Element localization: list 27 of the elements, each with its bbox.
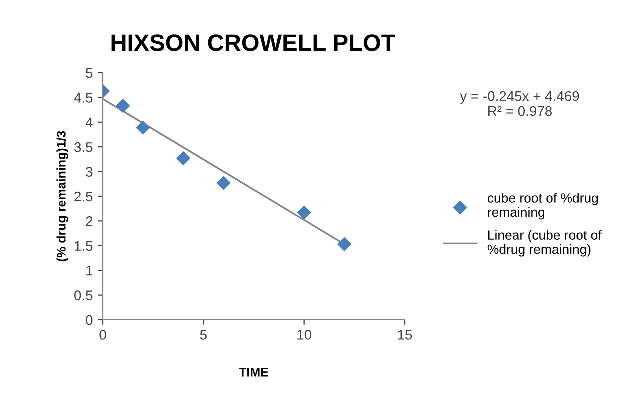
y-tick-label: 3 (86, 167, 93, 177)
point (176, 152, 190, 166)
x-tick-label: 0 (100, 330, 106, 340)
y-tick-label: 3.5 (74, 142, 93, 152)
y-tick-label: 1 (86, 266, 93, 276)
text: y = -0.245x + 4.469 R² = 0.978 (460, 91, 580, 116)
x-tick-label: 10 (298, 330, 312, 340)
y-tick-label: 2 (86, 216, 93, 226)
point (116, 99, 130, 114)
y-tick-label: 4 (86, 118, 93, 128)
point (338, 238, 352, 252)
legend-label: cube root of %drug remaining (488, 193, 598, 220)
x-tick-label: 15 (398, 330, 412, 340)
y-tick-label: 4.5 (74, 93, 93, 103)
y-tick-label: 0.5 (74, 290, 93, 300)
x-tick-label: 5 (200, 330, 207, 340)
x-axis-title: TIME (239, 368, 268, 377)
y-axis-title: (% drug remaining)1/3 (56, 131, 68, 262)
point (216, 176, 231, 190)
y-tick-label: 5 (86, 68, 93, 78)
y-tick-label: 1.5 (75, 241, 93, 252)
point (136, 120, 150, 135)
point (297, 206, 312, 220)
y-tick-label: 0 (86, 315, 93, 326)
chart-title: HIXSON CROWELL PLOT (112, 34, 396, 52)
legend-label: Linear (cube root of %drug remaining) (488, 230, 602, 257)
y-tick-label: 2.5 (74, 192, 93, 202)
